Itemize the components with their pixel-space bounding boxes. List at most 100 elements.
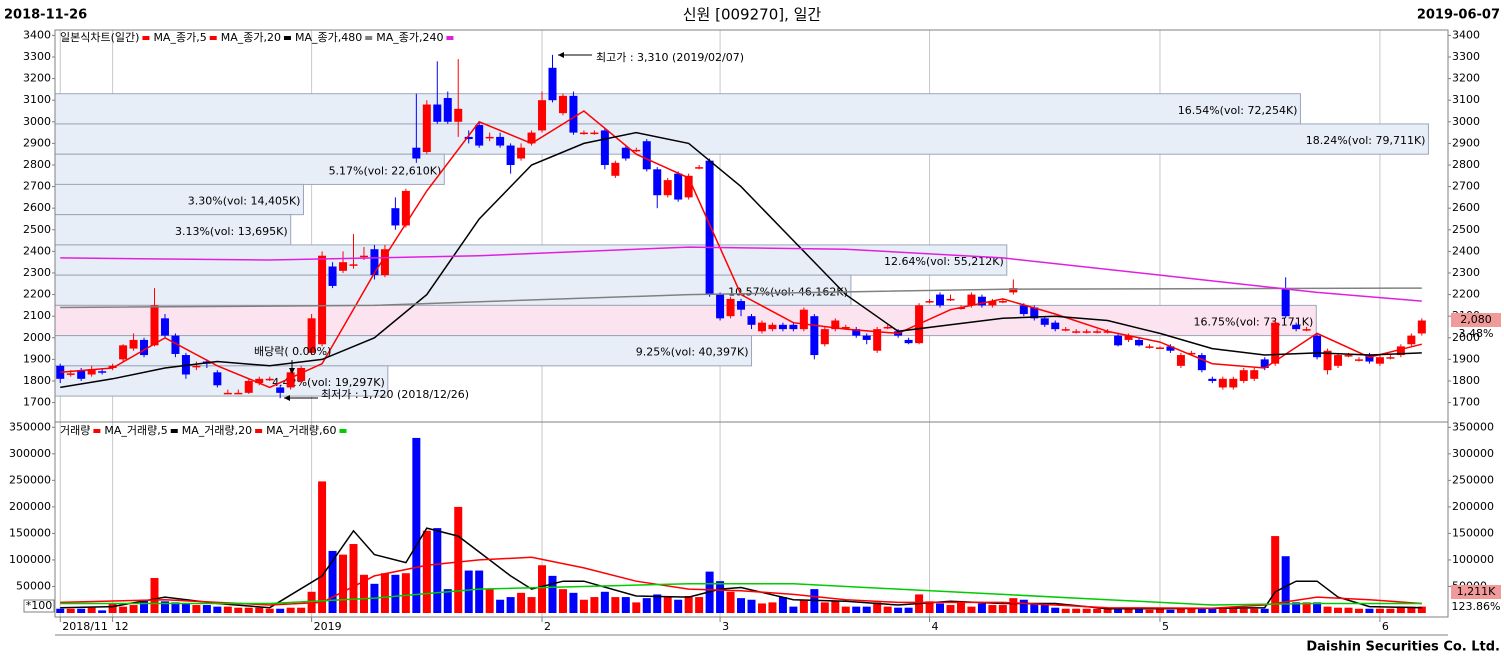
candle-body (674, 173, 683, 200)
candle-body (192, 365, 201, 368)
y-tick-label: 2900 (1452, 136, 1480, 149)
candle-body (737, 301, 746, 310)
candle-body (789, 324, 798, 330)
volume-bar (422, 530, 431, 613)
candle-body (653, 169, 662, 196)
y-tick-label: 2400 (1452, 244, 1480, 257)
candle-body (276, 387, 285, 393)
y-tick-label: 2700 (23, 180, 51, 193)
candle-body (234, 392, 243, 395)
volume-bar (401, 573, 410, 613)
y-tick-label: 1700 (1452, 396, 1480, 409)
volume-bar (98, 610, 107, 613)
volume-bar (956, 602, 965, 613)
candle-body (1093, 331, 1102, 333)
volume-bar (108, 603, 117, 613)
legend-entry: MA_종가,240 (376, 31, 443, 44)
candle-body (1176, 355, 1185, 366)
candle-body (904, 339, 913, 344)
volume-bar (223, 606, 232, 613)
chart-title: 신원 [009270], 일간 (683, 6, 822, 24)
volume-bar (674, 599, 683, 613)
candle-body (705, 160, 714, 295)
footer: Daishin Securities Co. Ltd. (1306, 640, 1500, 655)
y-tick-label: 2000 (23, 331, 51, 344)
legend-entry: MA_종가,480 (295, 31, 362, 44)
candle-body (1061, 329, 1070, 331)
y-tick-label: 2400 (23, 244, 51, 257)
x-tick-label: 5 (1162, 620, 1169, 633)
volume-ratio: 123.86% (1452, 600, 1501, 613)
volume-bar (485, 589, 494, 613)
volume-bar (192, 605, 201, 613)
legend-entry: MA_거래량,60 (266, 424, 336, 437)
volume-bar (1197, 607, 1206, 613)
candle-body (1082, 331, 1091, 333)
y-tick-label: 3400 (1452, 28, 1480, 41)
candle-body (936, 294, 945, 306)
candle-body (223, 392, 232, 395)
volume-bar (244, 607, 253, 613)
volume-bar (464, 570, 473, 613)
candle-body (171, 335, 180, 354)
candle-body (443, 98, 452, 122)
y-tick-label: 2500 (1452, 223, 1480, 236)
volume-bar (1155, 608, 1164, 613)
x-tick-label: 6 (1382, 620, 1389, 633)
low-annotation: 최저가 : 1,720 (2018/12/26) (321, 388, 469, 401)
volume-profile-label: 5.17%(vol: 22,610K) (329, 164, 442, 177)
y-tick-label: 1700 (23, 396, 51, 409)
candle-body (579, 132, 588, 135)
volume-bar (150, 577, 159, 613)
candle-body (1187, 352, 1196, 355)
y-tick-label: 100000 (1452, 553, 1494, 566)
legend-entry: MA_종가,5 (153, 31, 206, 44)
candle-body (475, 125, 484, 146)
candle-body (642, 141, 651, 170)
last-volume: 1,211K (1457, 585, 1496, 598)
candle-body (967, 294, 976, 306)
volume-bar (1019, 599, 1028, 613)
volume-bar (873, 602, 882, 613)
candle-body (1229, 378, 1238, 388)
candle-body (852, 329, 861, 336)
end-date: 2019-06-07 (1417, 8, 1500, 23)
candle-body (778, 324, 787, 330)
y-tick-label: 2500 (23, 223, 51, 236)
y-tick-label: 2800 (23, 158, 51, 171)
start-date: 2018-11-26 (4, 8, 87, 23)
candle-body (1019, 305, 1028, 315)
candle-body (1344, 355, 1353, 357)
candle-body (558, 95, 567, 114)
volume-bar (967, 606, 976, 613)
candle-body (1250, 370, 1259, 379)
volume-bar (600, 591, 609, 613)
volume-bar (328, 550, 337, 613)
candle-body (1114, 335, 1123, 346)
candle-body (160, 318, 169, 336)
volume-bar (255, 607, 264, 613)
volume-bar (1061, 608, 1070, 613)
volume-bar (778, 597, 787, 613)
volume-profile-label: 16.54%(vol: 72,254K) (1178, 104, 1298, 117)
candle-body (548, 67, 557, 101)
candle-body (873, 329, 882, 351)
candle-body (768, 324, 777, 330)
candle-body (318, 255, 327, 345)
volume-bar (841, 606, 850, 613)
legend-swatch (255, 429, 263, 433)
volume-bar (621, 597, 630, 613)
candle-body (1354, 359, 1363, 361)
candle-body (1040, 318, 1049, 325)
candle-body (716, 294, 725, 319)
candle-body (820, 329, 829, 345)
volume-profile-band (54, 93, 1301, 125)
candle-body (1271, 322, 1280, 364)
volume-bar (538, 565, 547, 613)
legend-swatch (283, 36, 291, 40)
candle-body (1396, 346, 1405, 356)
volume-bar (988, 605, 997, 613)
y-tick-label: 2700 (1452, 180, 1480, 193)
candle-body (684, 175, 693, 198)
volume-bar (66, 608, 75, 613)
